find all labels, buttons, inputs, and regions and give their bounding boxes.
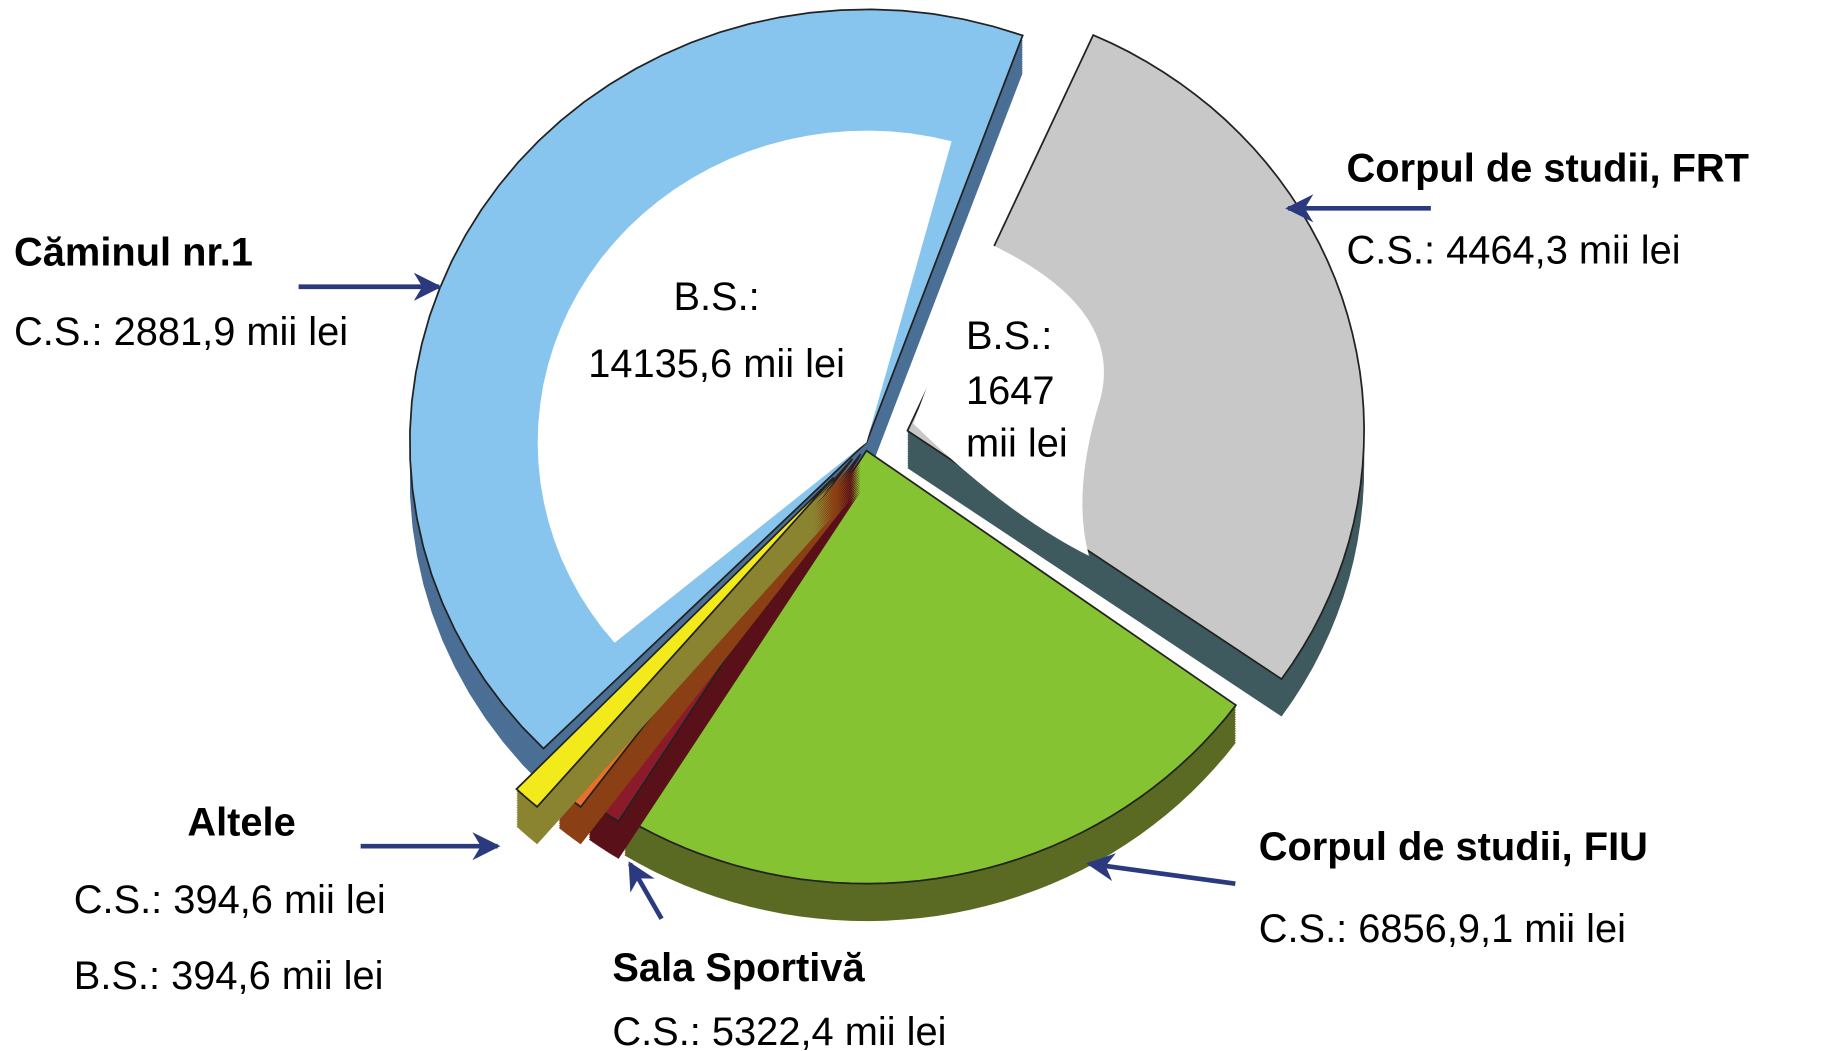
label-title: Altele [187,801,295,845]
label-text: B.S.: 394,6 mii lei [74,954,384,998]
slice-shape [906,33,1365,681]
inner-label: B.S.: [966,314,1052,358]
label-text: C.S.: 4464,3 mii lei [1347,228,1681,272]
label-title: Căminul nr.1 [14,231,253,275]
label-title: Sala Sportivă [612,946,865,990]
inner-label: 1647 [966,369,1055,413]
label-title: Corpul de studii, FRT [1347,146,1749,190]
slice-shape [623,449,1238,885]
arrow [1086,853,1236,886]
inner-label: mii lei [966,421,1068,465]
slice-shape [913,239,1104,556]
slice-shape [515,476,835,809]
label-title: Corpul de studii, FIU [1259,825,1648,869]
label-text: C.S.: 5322,4 mii lei [612,1010,946,1051]
label-text: C.S.: 394,6 mii lei [74,878,386,922]
inner-label: 14135,6 mii lei [588,342,845,386]
label-text: C.S.: 6856,9,1 mii lei [1259,907,1626,951]
arrows [298,194,1431,920]
slice-shape [537,130,952,643]
pie-slices [409,8,1365,922]
label-text: C.S.: 2881,9 mii lei [14,310,348,354]
arrow [627,861,664,920]
inner-label: B.S.: [673,275,759,319]
